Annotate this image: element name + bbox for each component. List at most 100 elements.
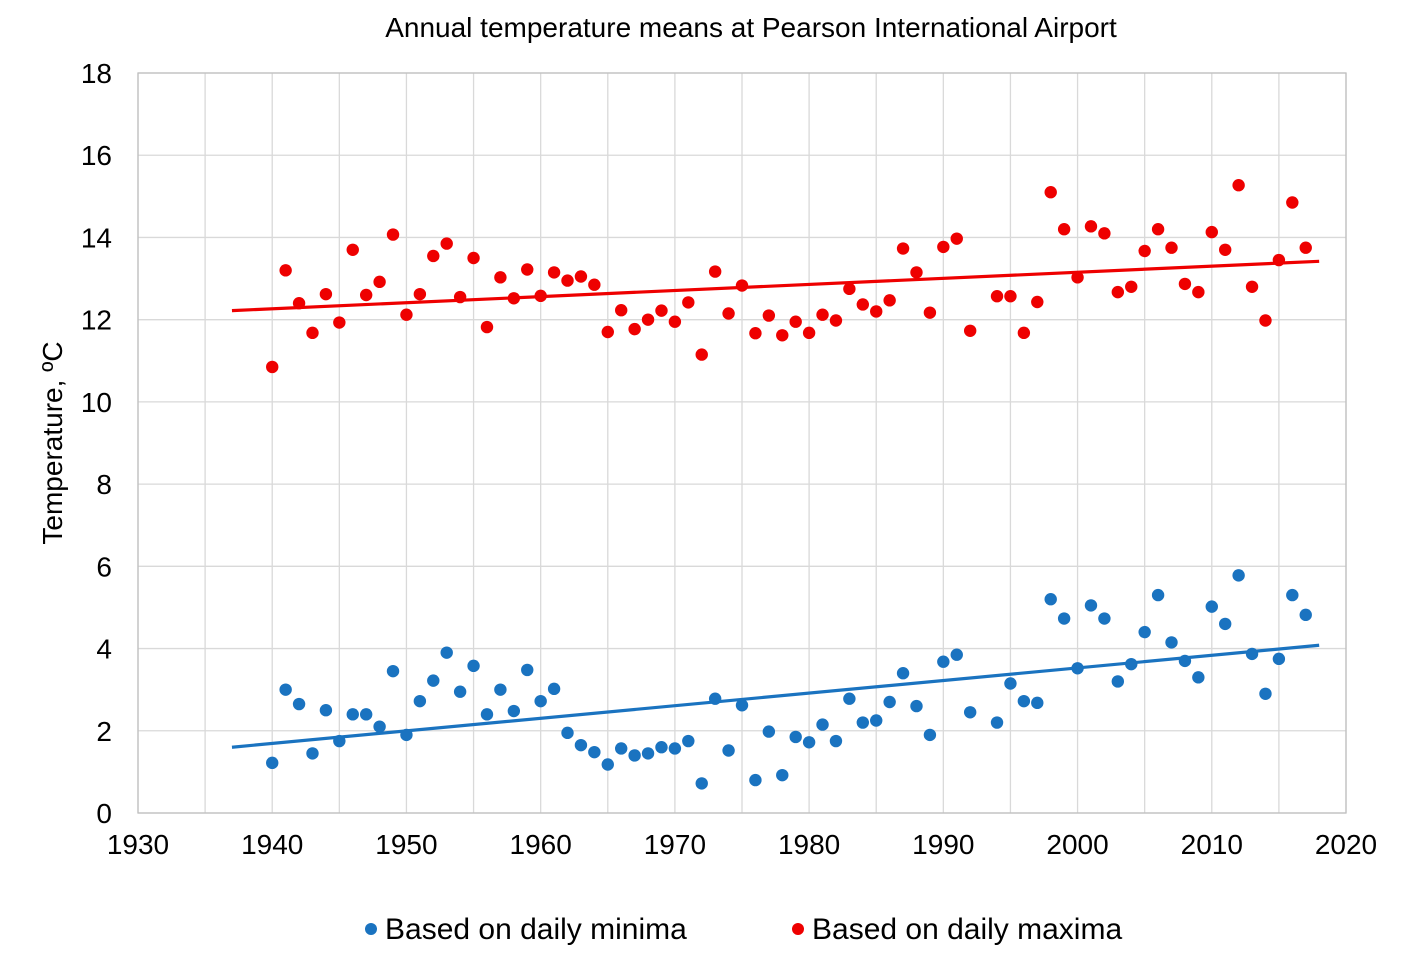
- y-tick-label: 10: [81, 387, 112, 418]
- data-point-minima: [306, 747, 319, 760]
- data-point-minima: [735, 699, 749, 712]
- data-point-minima: [1071, 662, 1084, 675]
- data-point-maxima: [1299, 241, 1312, 254]
- data-point-minima: [1111, 675, 1125, 688]
- data-point-maxima: [400, 308, 413, 321]
- data-point-minima: [963, 706, 977, 719]
- data-point-maxima: [990, 290, 1004, 303]
- data-point-maxima: [467, 251, 480, 265]
- data-point-maxima: [1259, 314, 1272, 327]
- data-point-maxima: [1205, 225, 1218, 239]
- data-point-maxima: [1125, 280, 1138, 293]
- x-tick-label: 1970: [644, 829, 706, 860]
- data-point-minima: [292, 697, 306, 711]
- x-axis-ticks: 1930 1940 1950 1960 1970 1980 1990 2000 2010 2020: [107, 829, 1377, 860]
- data-point-maxima: [359, 288, 373, 302]
- data-point-maxima: [1245, 280, 1259, 293]
- data-point-maxima: [574, 270, 588, 283]
- data-point-minima: [937, 655, 950, 668]
- x-tick-label: 2000: [1046, 829, 1108, 860]
- data-point-minima: [1057, 612, 1071, 625]
- data-point-maxima: [588, 278, 601, 291]
- y-tick-label: 2: [96, 716, 112, 747]
- data-point-maxima: [1272, 253, 1286, 267]
- data-point-minima: [1245, 647, 1259, 661]
- data-point-maxima: [440, 237, 453, 250]
- data-point-maxima: [789, 315, 802, 328]
- legend-marker-maxima: [792, 923, 804, 935]
- data-point-minima: [467, 659, 480, 673]
- data-point-minima: [1004, 677, 1017, 690]
- data-point-minima: [802, 736, 816, 749]
- data-point-minima: [1219, 617, 1232, 631]
- data-point-maxima: [1138, 244, 1151, 258]
- data-point-minima: [1272, 652, 1286, 666]
- data-point-maxima: [1178, 277, 1192, 291]
- data-point-maxima: [615, 304, 628, 317]
- legend-label-minima: Based on daily minima: [385, 913, 687, 946]
- data-point-maxima: [870, 305, 883, 318]
- data-point-maxima: [453, 290, 467, 304]
- data-point-maxima: [480, 320, 494, 334]
- data-point-maxima: [1192, 285, 1205, 299]
- data-point-minima: [319, 704, 333, 717]
- data-point-maxima: [1031, 295, 1044, 309]
- data-point-minima: [870, 714, 883, 727]
- data-point-maxima: [1151, 223, 1165, 236]
- data-point-maxima: [1071, 271, 1084, 284]
- x-tick-label: 1980: [778, 829, 840, 860]
- data-point-maxima: [937, 240, 950, 254]
- data-point-maxima: [521, 263, 534, 276]
- y-axis-label: Temperature, ºC: [37, 341, 68, 544]
- x-tick-label: 1930: [107, 829, 169, 860]
- data-point-maxima: [386, 228, 400, 241]
- data-point-maxima: [561, 274, 574, 287]
- data-point-maxima: [762, 309, 776, 322]
- data-point-minima: [266, 756, 279, 770]
- data-point-minima: [1031, 696, 1044, 710]
- data-point-minima: [1151, 588, 1165, 602]
- data-point-minima: [333, 734, 346, 748]
- data-point-maxima: [306, 326, 319, 340]
- data-point-minima: [346, 708, 359, 721]
- data-point-minima: [279, 683, 292, 696]
- y-tick-label: 6: [96, 551, 112, 582]
- data-point-minima: [440, 646, 453, 659]
- data-point-maxima: [292, 297, 306, 310]
- data-point-maxima: [708, 265, 722, 278]
- data-point-maxima: [1004, 290, 1017, 303]
- data-point-minima: [521, 663, 534, 677]
- data-point-minima: [722, 744, 735, 757]
- data-point-maxima: [534, 289, 547, 303]
- data-point-maxima: [319, 287, 333, 301]
- data-point-maxima: [923, 306, 937, 319]
- legend: Based on daily minima Based on daily max…: [365, 913, 1122, 946]
- y-tick-label: 14: [81, 222, 112, 253]
- data-points: [266, 179, 1312, 790]
- data-point-maxima: [494, 271, 507, 284]
- data-point-minima: [856, 716, 869, 729]
- data-point-minima: [950, 648, 963, 661]
- data-point-minima: [1165, 636, 1178, 649]
- data-point-minima: [1286, 588, 1299, 602]
- y-tick-label: 0: [96, 798, 112, 829]
- data-point-maxima: [1084, 220, 1098, 233]
- x-tick-label: 1940: [241, 829, 303, 860]
- data-point-minima: [359, 708, 373, 721]
- data-point-minima: [1192, 671, 1205, 684]
- data-point-maxima: [655, 304, 668, 317]
- data-point-minima: [641, 747, 655, 760]
- data-point-maxima: [802, 326, 816, 340]
- data-point-maxima: [373, 275, 386, 289]
- legend-item-maxima: Based on daily maxima: [792, 913, 1122, 946]
- data-point-maxima: [843, 282, 856, 296]
- chart-title: Annual temperature means at Pearson Inte…: [385, 12, 1117, 43]
- y-tick-label: 18: [81, 58, 112, 89]
- data-point-maxima: [279, 264, 292, 277]
- data-point-minima: [507, 704, 521, 718]
- data-point-maxima: [910, 266, 923, 279]
- data-point-minima: [480, 708, 494, 721]
- data-point-maxima: [1165, 241, 1178, 254]
- data-point-maxima: [427, 249, 440, 263]
